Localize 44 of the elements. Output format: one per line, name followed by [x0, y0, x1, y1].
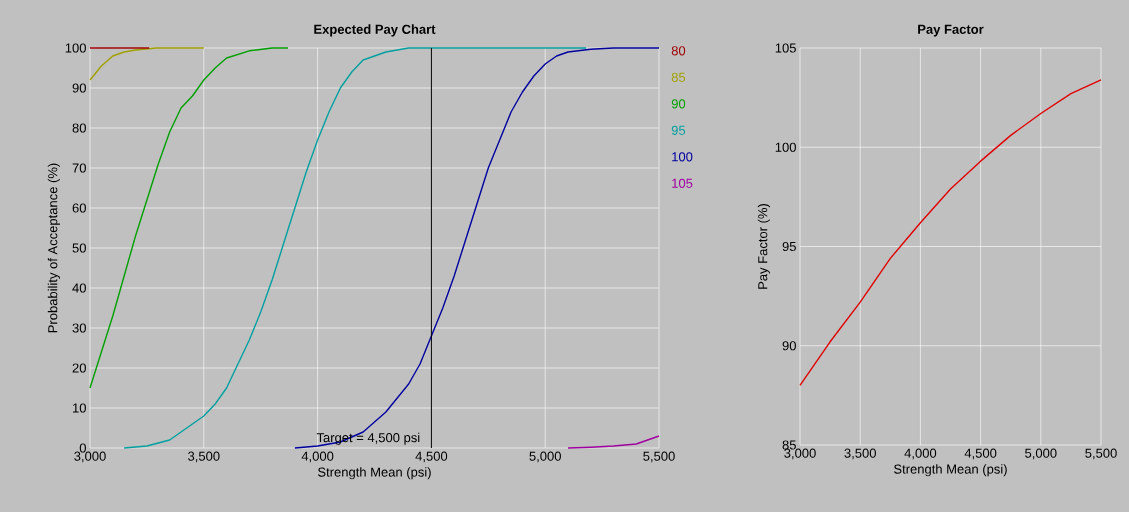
text: 105 [672, 178, 693, 188]
y-tick-label: 100 [65, 43, 86, 53]
line-series [123, 47, 587, 449]
y-tick-label: 90 [782, 341, 796, 351]
x-tick-label: 5,500 [1085, 448, 1117, 460]
chart-title: Pay Factor [918, 24, 984, 37]
x-tick-label: 4,500 [964, 448, 997, 460]
text: 100 [672, 152, 693, 162]
x-tick-label: 3,500 [844, 448, 876, 460]
y-tick-label: 100 [775, 142, 796, 152]
y-tick-label: 40 [72, 283, 86, 293]
line-series [294, 47, 660, 449]
text: 80 [671, 46, 686, 56]
x-tick-label: 4,000 [301, 451, 334, 463]
text: 90 [671, 99, 686, 109]
x-axis-title: Strength Mean (psi) [318, 467, 431, 480]
y-tick-label: 105 [775, 43, 796, 53]
y-tick-label: 60 [72, 203, 86, 213]
y-tick-label: 80 [72, 123, 86, 133]
y-tick-label: 50 [72, 243, 86, 253]
y-tick-label: 95 [782, 241, 796, 252]
x-tick-label: 3,000 [74, 451, 106, 463]
y-tick-label: 85 [782, 440, 796, 450]
x-tick-label: 5,500 [643, 451, 675, 463]
line-series [799, 79, 1102, 387]
text: 85 [671, 72, 686, 82]
x-tick-label: 5,000 [1025, 448, 1057, 460]
line-series [567, 435, 660, 449]
x-axis-title: Strength Mean (psi) [894, 464, 1007, 477]
x-tick-label: 4,000 [904, 448, 937, 460]
y-tick-label: 10 [73, 403, 86, 413]
y-axis-title: Pay Factor (%) [757, 203, 770, 289]
x-tick-label: 4,500 [415, 451, 448, 463]
chart-title: Expected Pay Chart [314, 24, 436, 37]
x-tick-label: 3,000 [784, 448, 816, 460]
x-tick-label: 3,500 [188, 451, 220, 463]
y-axis-title: Probability of Acceptance (%) [47, 163, 60, 333]
y-tick-label: 0 [79, 443, 86, 453]
y-tick-label: 70 [72, 163, 86, 173]
y-tick-label: 20 [72, 363, 86, 373]
x-tick-label: 5,000 [529, 451, 561, 463]
y-tick-label: 30 [72, 323, 86, 333]
text: 95 [671, 125, 686, 135]
y-tick-label: 90 [72, 83, 86, 93]
